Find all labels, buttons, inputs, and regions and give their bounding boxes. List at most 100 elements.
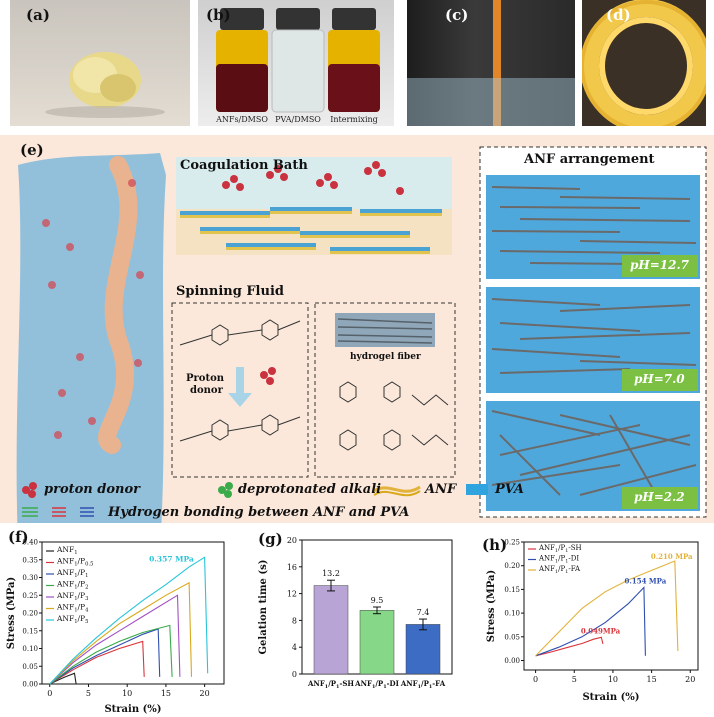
ph-badges xyxy=(622,255,698,509)
photo-fiber-bath: (c) xyxy=(407,0,575,126)
x-axis-label: Strain (%) xyxy=(104,704,161,715)
subscript: 1 xyxy=(85,573,88,579)
panel-label-e: (e) xyxy=(20,141,44,159)
series-line xyxy=(535,586,646,657)
series-line xyxy=(49,672,77,685)
hydrogel-block xyxy=(16,153,166,523)
text-part: /P xyxy=(78,614,86,623)
panel-label-d: (d) xyxy=(606,6,631,24)
anf-strand xyxy=(98,156,138,454)
text-part: -FA xyxy=(568,565,581,573)
legend-entry: ANF1/P2 xyxy=(56,580,88,591)
subscript: 1 xyxy=(555,559,558,565)
x-tick-label: 15 xyxy=(161,689,171,698)
text-part: ANF xyxy=(56,603,74,612)
proton-donor-text-1: Proton xyxy=(186,373,225,384)
x-tick-label: 15 xyxy=(647,675,657,684)
x-axis-label: Strain (%) xyxy=(582,692,639,703)
legend-entry: ANF1/P0.5 xyxy=(56,557,93,568)
subscript: 1 xyxy=(372,684,375,690)
series-line xyxy=(49,640,145,685)
subscript: 1 xyxy=(418,684,421,690)
vial-label-3: Intermixing xyxy=(330,115,378,124)
legend-pva: PVA xyxy=(495,482,524,497)
value-label: 9.5 xyxy=(371,596,384,605)
hydrogel-fiber-label: hydrogel fiber xyxy=(350,352,421,362)
text-part: ANF xyxy=(56,568,74,577)
vials-illustration: ANFs/DMSO PVA/DMSO Intermixing xyxy=(215,8,380,124)
series-line xyxy=(535,636,604,657)
legend-entry: ANF1/P1-SH xyxy=(538,544,582,554)
y-tick-label: 4 xyxy=(292,643,297,652)
y-tick-label: 0.10 xyxy=(22,645,38,653)
spinning-fluid-title: Spinning Fluid xyxy=(176,284,284,299)
text-part: -DI xyxy=(387,679,399,688)
series-line xyxy=(535,560,679,657)
x-tick-label: 10 xyxy=(122,689,132,698)
panel-label-c: (c) xyxy=(445,6,469,24)
legend-entry: ANF1/P5 xyxy=(56,614,88,625)
value-label: 13.2 xyxy=(322,569,340,578)
x-tick-label: 20 xyxy=(685,675,695,684)
legend-entry: ANF1 xyxy=(56,545,78,556)
vial-label-1: ANFs/DMSO xyxy=(215,115,268,124)
vial-2 xyxy=(271,8,325,113)
subscript: 1 xyxy=(429,684,432,690)
chart-stress-strain-h: 0.00 0.05 0.10 0.15 0.20 0.25 0 5 10 15 20 Strain (… xyxy=(486,539,699,703)
text-part: ANF xyxy=(56,545,74,554)
y-tick-label: 8 xyxy=(292,616,297,625)
text-part: /P xyxy=(78,580,86,589)
text-part: /P xyxy=(78,591,86,600)
x-tick-label: 10 xyxy=(608,675,618,684)
subscript: 1 xyxy=(565,569,568,575)
hydrogel-box xyxy=(314,302,456,478)
x-tick-label: 5 xyxy=(86,689,91,698)
panel-label-h: (h) xyxy=(482,536,508,554)
value-label: 7.4 xyxy=(417,608,430,617)
subscript: 3 xyxy=(85,596,88,602)
ph-label-1: pH=12.7 xyxy=(630,258,690,272)
legend-anf: ANF xyxy=(425,482,457,497)
legend-entry: ANF1/P1-DI xyxy=(538,555,579,565)
text-part: /P xyxy=(78,557,86,566)
anf-flakes-illustration xyxy=(45,52,165,118)
series-line xyxy=(49,594,181,685)
subscript: 1 xyxy=(336,684,339,690)
x-tick-label: 5 xyxy=(572,675,577,684)
y-tick-label: 0.25 xyxy=(22,592,38,600)
subscript: 1 xyxy=(565,548,568,554)
panel-label-f: (f) xyxy=(8,528,29,546)
y-tick-label: 20 xyxy=(287,536,297,545)
subscript: 5 xyxy=(85,619,88,625)
donor-dots xyxy=(260,367,276,385)
subscript: 1 xyxy=(383,684,386,690)
proton-donor-text-2: donor xyxy=(190,385,223,396)
photo-anf-flakes: (a) xyxy=(10,0,190,126)
series-line xyxy=(49,581,193,685)
text-part: /P xyxy=(421,679,430,688)
y-tick-label: 0.05 xyxy=(22,663,38,671)
y-tick-label: 0.00 xyxy=(504,657,520,665)
vial-label-2: PVA/DMSO xyxy=(275,115,321,124)
ph-label-2: pH=7.0 xyxy=(634,372,685,386)
proton-donor-box xyxy=(171,302,309,478)
bar xyxy=(313,585,349,675)
legend-entry: ANF1/P1-FA xyxy=(538,565,581,575)
text-part: ANF xyxy=(56,591,74,600)
legend-entry: ANF1/P3 xyxy=(56,591,88,602)
polymer-structure xyxy=(339,381,449,451)
text-part: ANF xyxy=(538,565,555,573)
text-part: /P xyxy=(78,603,86,612)
category-label: ANF1/P1-DI xyxy=(354,679,399,690)
bar xyxy=(405,624,441,675)
text-part: /P xyxy=(78,568,86,577)
subscript: 1 xyxy=(565,559,568,565)
series-line xyxy=(49,624,173,685)
y-axis-label: Gelation time (s) xyxy=(258,560,269,655)
annotation-fa: 0.210 MPa xyxy=(651,552,693,561)
legend-hbond: Hydrogen bonding between ANF and PVA xyxy=(108,505,410,520)
proton-dots xyxy=(42,179,144,439)
subscript: 1 xyxy=(74,585,77,591)
y-tick-label: 0.20 xyxy=(22,610,38,618)
y-axis-label: Stress (MPa) xyxy=(6,577,17,649)
